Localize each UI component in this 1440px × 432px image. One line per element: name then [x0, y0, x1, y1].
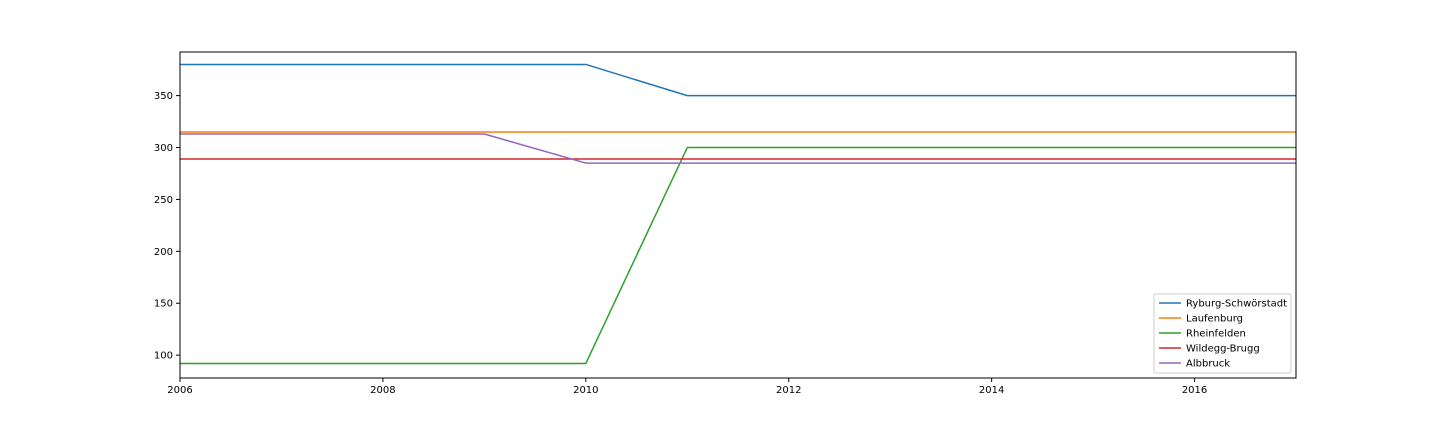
legend: Ryburg-Schwörstadt Laufenburg Rheinfelden W…	[1153, 293, 1292, 374]
series-line-3	[180, 146, 1296, 365]
x-tick-label: 2012	[776, 385, 801, 396]
y-tick-label: 150	[154, 299, 173, 310]
legend-frame	[1153, 293, 1292, 374]
series-line-1	[180, 63, 1296, 97]
x-tick-label: 2016	[1182, 385, 1207, 396]
legend-label: Laufenburg	[1186, 314, 1243, 325]
y-axis: 100 150 200 250 300 350	[154, 91, 180, 362]
y-tick-label: 350	[154, 91, 173, 102]
x-axis: 2006 2008 2010 2012 2014 2016	[167, 378, 1207, 396]
y-tick-label: 200	[154, 247, 173, 258]
plot-area-frame	[179, 51, 1297, 379]
legend-label: Albbruck	[1186, 359, 1230, 370]
legend-label: Ryburg-Schwörstadt	[1186, 299, 1287, 310]
y-tick-label: 100	[154, 351, 173, 362]
series-lines	[180, 63, 1296, 365]
x-tick-label: 2014	[979, 385, 1004, 396]
legend-label: Rheinfelden	[1186, 329, 1246, 340]
legend-label: Wildegg-Brugg	[1186, 344, 1260, 355]
series-line-5	[180, 133, 1296, 164]
x-tick-label: 2010	[573, 385, 598, 396]
y-tick-label: 300	[154, 143, 173, 154]
x-tick-label: 2008	[370, 385, 395, 396]
x-tick-label: 2006	[167, 385, 192, 396]
y-tick-label: 250	[154, 195, 173, 206]
